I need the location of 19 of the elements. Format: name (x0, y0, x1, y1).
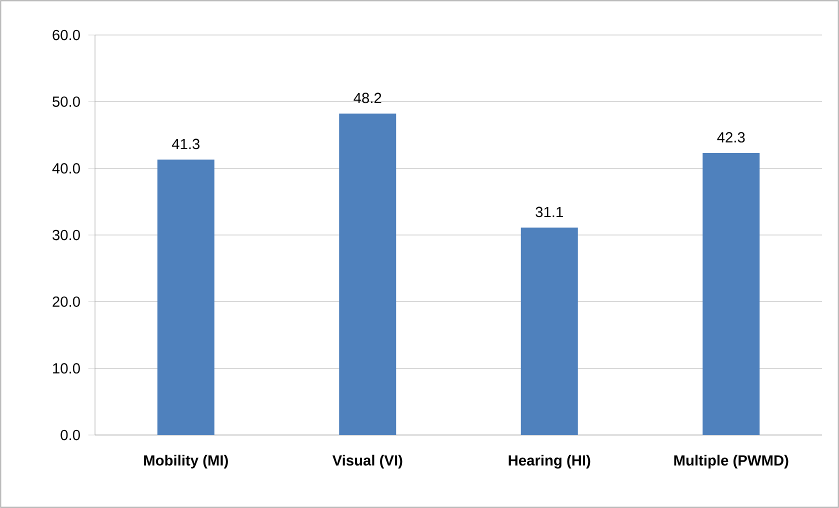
y-tick-label: 20.0 (52, 296, 80, 307)
data-label: 41.3 (172, 138, 200, 150)
data-label: 31.1 (536, 206, 563, 218)
y-tick-label: 0.0 (60, 430, 80, 440)
x-tick-label: Mobility (MI) (144, 454, 228, 468)
x-tick-label: Hearing (HI) (508, 454, 590, 469)
data-label: 42.3 (717, 132, 745, 143)
y-tick-label: 30.0 (52, 230, 80, 240)
y-tick-label: 60.0 (52, 30, 80, 40)
bar (520, 228, 578, 435)
bar (702, 152, 760, 435)
data-label: 48.2 (354, 92, 382, 104)
x-tick-label: Multiple (PWMD) (674, 454, 788, 468)
x-tick-label: Visual (VI) (332, 454, 402, 468)
y-tick-label: 10.0 (53, 363, 80, 374)
y-tick-label: 50.0 (52, 96, 80, 107)
bar (339, 114, 396, 435)
bar (157, 160, 214, 435)
y-tick-label: 40.0 (52, 163, 80, 174)
